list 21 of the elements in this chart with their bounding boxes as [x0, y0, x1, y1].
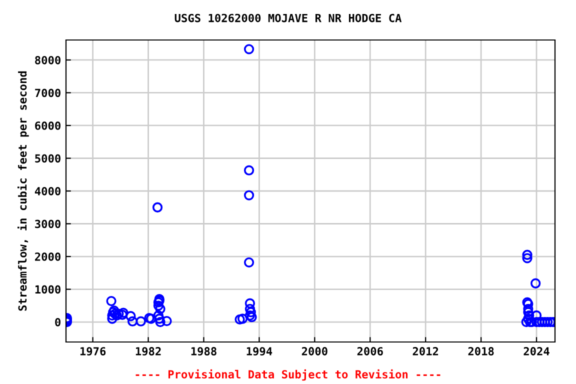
x-tick-label: 2018 [468, 347, 494, 356]
y-tick-label: 3000 [35, 220, 60, 228]
chart-title: USGS 10262000 MOJAVE R NR HODGE CA [174, 14, 402, 22]
y-tick-label: 5000 [35, 154, 60, 163]
y-tick-label: 6000 [35, 121, 60, 130]
y-tick-label: 1000 [35, 285, 60, 294]
y-tick-label: 7000 [35, 88, 60, 98]
x-tick-label: 2000 [302, 347, 328, 356]
x-tick-label: 1976 [80, 347, 106, 356]
y-axis-title: Streamflow, in cubic feet per second [17, 71, 29, 311]
x-tick-label: 2012 [412, 347, 438, 356]
y-tick-label: 4000 [34, 186, 60, 196]
x-tick-label: 1982 [136, 347, 161, 356]
y-tick-label: 8000 [35, 56, 60, 64]
x-tick-label: 1988 [191, 347, 216, 356]
y-tick-label: 2000 [35, 252, 60, 261]
y-tick-label: 0 [55, 318, 60, 326]
x-tick-label: 1994 [246, 347, 272, 356]
x-tick-label: 2006 [357, 347, 383, 356]
x-tick-label: 2024 [524, 347, 550, 356]
text: ---- Provisional Data Subject to Revision ---- [136, 369, 440, 381]
